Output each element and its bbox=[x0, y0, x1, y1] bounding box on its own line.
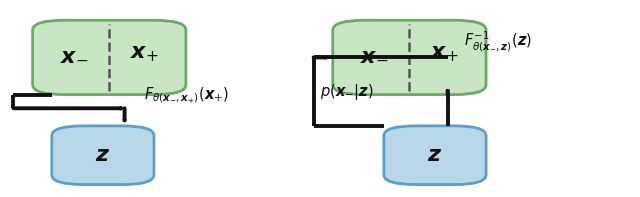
Text: $\boldsymbol{x}_{+}$: $\boldsymbol{x}_{+}$ bbox=[430, 44, 459, 64]
FancyBboxPatch shape bbox=[333, 20, 486, 95]
Text: $\boldsymbol{x}_{+}$: $\boldsymbol{x}_{+}$ bbox=[130, 44, 159, 64]
Text: $F_{\theta(\boldsymbol{x}_{-},\boldsymbol{x}_{+})}(\boldsymbol{x}_{+})$: $F_{\theta(\boldsymbol{x}_{-},\boldsymbo… bbox=[144, 86, 229, 106]
Text: $\boldsymbol{z}$: $\boldsymbol{z}$ bbox=[95, 145, 111, 165]
FancyBboxPatch shape bbox=[384, 126, 486, 185]
Text: $F^{-1}_{\theta(\boldsymbol{x}_{-},\boldsymbol{z})}(\boldsymbol{z})$: $F^{-1}_{\theta(\boldsymbol{x}_{-},\bold… bbox=[464, 29, 532, 54]
Text: $\boldsymbol{x}_{-}$: $\boldsymbol{x}_{-}$ bbox=[360, 44, 388, 64]
Text: $p(\boldsymbol{x}_{-}|\boldsymbol{z})$: $p(\boldsymbol{x}_{-}|\boldsymbol{z})$ bbox=[320, 82, 374, 102]
FancyBboxPatch shape bbox=[52, 126, 154, 185]
FancyBboxPatch shape bbox=[33, 20, 186, 95]
Text: $\boldsymbol{x}_{-}$: $\boldsymbol{x}_{-}$ bbox=[60, 44, 88, 64]
Text: $\boldsymbol{z}$: $\boldsymbol{z}$ bbox=[428, 145, 443, 165]
